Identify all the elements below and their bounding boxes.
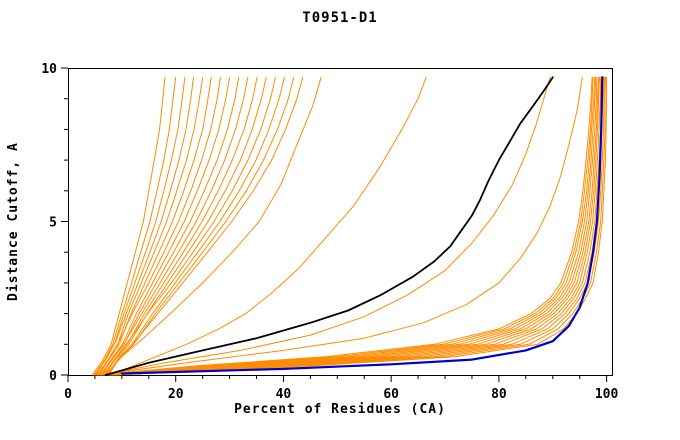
- x-tick-label: 40: [276, 387, 292, 402]
- series-model-13: [105, 76, 276, 376]
- plot-frame: [68, 68, 613, 376]
- series-model-17: [105, 76, 322, 376]
- x-tick-label: 0: [64, 387, 72, 402]
- series-model-09: [100, 76, 240, 376]
- series-model-25: [102, 76, 598, 376]
- series-best-model: [120, 76, 604, 375]
- x-tick-label: 100: [595, 387, 619, 402]
- plot-title: T0951-D1: [302, 10, 378, 26]
- series-model-28: [106, 76, 602, 376]
- series-model-22: [98, 76, 594, 376]
- series-model-32: [112, 76, 606, 376]
- series-model-20: [102, 76, 551, 376]
- series-model-18: [110, 76, 427, 376]
- series-model-06: [97, 76, 212, 376]
- series-model-30: [109, 76, 604, 376]
- series-model-07: [98, 76, 221, 376]
- series-model-27: [105, 76, 601, 376]
- series-model-19: [99, 76, 583, 376]
- x-tick-label: 80: [491, 387, 507, 402]
- series-model-15: [107, 76, 295, 376]
- series-model-23: [99, 76, 596, 376]
- x-tick-label: 20: [168, 387, 184, 402]
- x-axis-label: Percent of Residues (CA): [234, 402, 446, 417]
- series-model-26: [104, 76, 599, 376]
- series-highlighted-model: [104, 76, 554, 376]
- series-model-33: [113, 76, 608, 376]
- y-tick-label: 5: [49, 216, 57, 231]
- series-model-04: [95, 76, 194, 376]
- series-model-16: [108, 76, 304, 376]
- series-model-03: [94, 76, 186, 376]
- x-tick-label: 60: [383, 387, 399, 402]
- series-model-31: [110, 76, 605, 376]
- series-model-02: [93, 76, 177, 376]
- y-tick-label: 0: [49, 369, 57, 384]
- series-model-24: [101, 76, 597, 376]
- series-model-01: [91, 76, 166, 376]
- series-model-21: [97, 76, 593, 376]
- series-model-12: [104, 76, 267, 376]
- y-tick-label: 10: [41, 62, 57, 77]
- series-model-11: [103, 76, 258, 376]
- series-model-10: [102, 76, 249, 376]
